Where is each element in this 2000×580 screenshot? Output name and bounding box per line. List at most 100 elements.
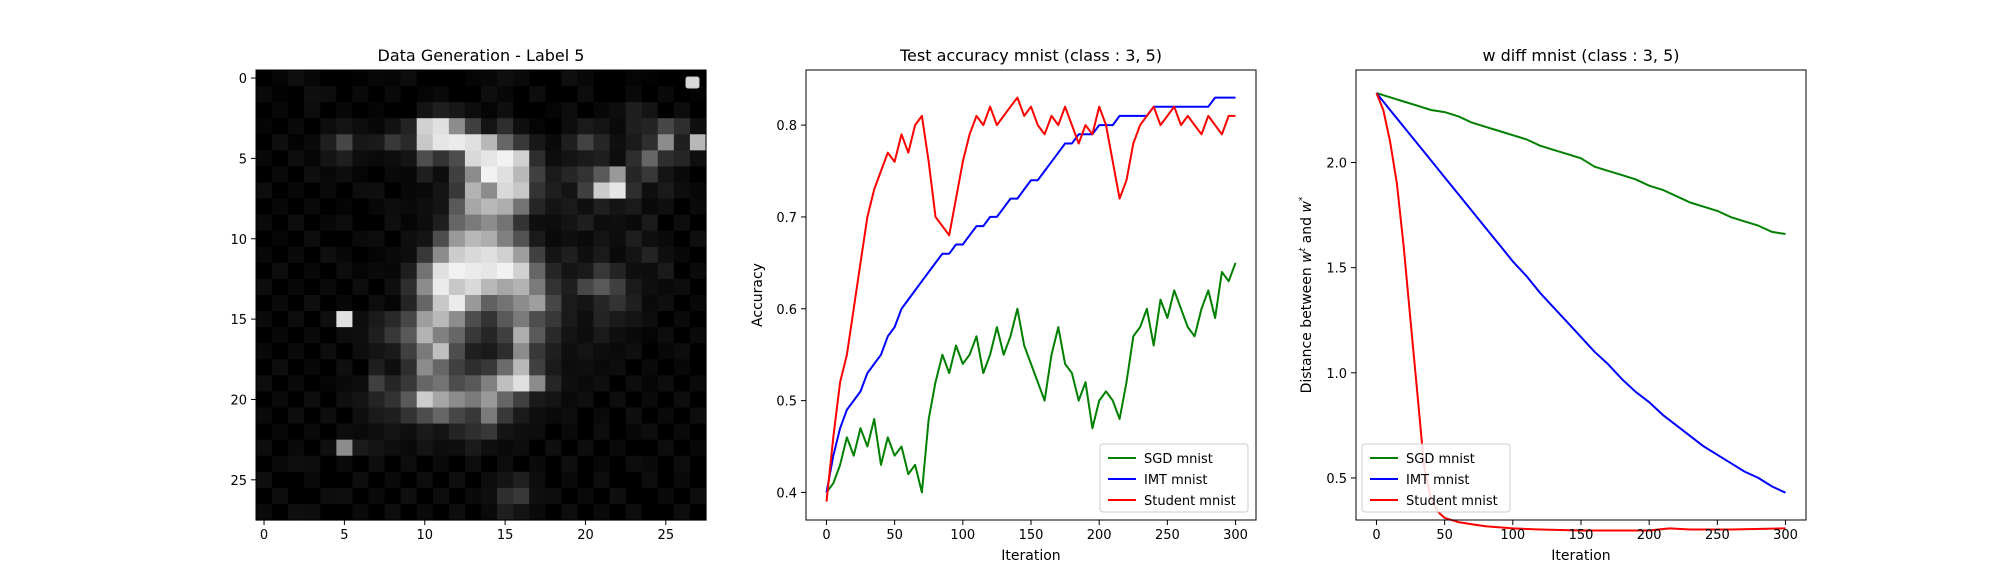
heatmap-cell (400, 471, 418, 489)
heatmap-cell (641, 70, 659, 87)
heatmap-cell (448, 102, 466, 119)
heatmap-cell (368, 407, 386, 425)
heatmap-cell (529, 407, 546, 425)
heatmap-cell (288, 311, 305, 328)
heatmap-cell (448, 118, 466, 135)
heatmap-cell (400, 182, 418, 200)
heatmap-cell (609, 198, 627, 216)
heatmap-cell (641, 214, 659, 232)
heatmap-cell (352, 230, 370, 248)
heatmap-cell (513, 134, 530, 151)
heatmap-cell (577, 166, 595, 184)
heatmap-cell (481, 327, 498, 344)
heatmap-cell (288, 118, 305, 135)
heatmap-cell (561, 118, 579, 135)
heatmap-cell (464, 327, 482, 344)
heatmap-cell (416, 214, 434, 232)
heatmap-cell (416, 150, 434, 168)
heatmap-cell (336, 471, 354, 489)
heatmap-cell (432, 439, 450, 457)
heatmap-cell (673, 198, 691, 216)
heatmap-cell (625, 295, 643, 312)
heatmap-cell (288, 295, 305, 312)
heatmap-cell (481, 246, 498, 264)
heatmap-cell (673, 327, 691, 344)
heatmap-cell (625, 471, 643, 489)
heatmap-cell (481, 407, 498, 425)
heatmap-cell (673, 359, 691, 376)
heatmap-cell (529, 198, 546, 216)
heatmap-cell (464, 407, 482, 425)
heatmap-cell (609, 150, 627, 168)
heatmap-cell (368, 102, 386, 119)
heatmap-cell (464, 278, 482, 296)
heatmap-cell (577, 118, 595, 135)
heatmap-cell (432, 359, 450, 376)
heatmap-cell (673, 182, 691, 200)
heatmap-cell (481, 343, 498, 360)
heatmap-cell (464, 214, 482, 232)
heatmap-cell (529, 455, 546, 473)
heatmap-cell (304, 262, 321, 280)
heatmap-cell (593, 471, 611, 489)
heatmap-cell (272, 166, 289, 184)
heatmap-cell (609, 423, 627, 441)
heatmap-cell (497, 503, 514, 521)
heatmap-cell (545, 166, 562, 184)
heatmap-cell (288, 471, 305, 489)
heatmap-cell (673, 262, 691, 280)
heatmap-cell (609, 391, 627, 409)
heatmap-cell (497, 471, 514, 489)
heatmap-cell (673, 102, 691, 119)
heatmap-cell (368, 214, 386, 232)
heatmap-cell (689, 407, 707, 425)
heatmap-cell (609, 262, 627, 280)
heatmap-cell (288, 214, 305, 232)
heatmap-cell (320, 134, 337, 151)
heatmap-cell (497, 487, 514, 505)
heatmap-cell (288, 375, 305, 393)
heatmap-cell (577, 391, 595, 409)
heatmap-cell (673, 487, 691, 505)
heatmap-cell (625, 423, 643, 441)
heatmap-cell (673, 455, 691, 473)
heatmap-cell (464, 86, 482, 103)
x-tick-label: 50 (1436, 528, 1453, 543)
heatmap-cell (513, 423, 530, 441)
heatmap-cell (673, 423, 691, 441)
heatmap-cell (513, 198, 530, 216)
heatmap-cell (545, 327, 562, 344)
heatmap-cell (352, 182, 370, 200)
heatmap-cell (513, 471, 530, 489)
heatmap-cell (400, 295, 418, 312)
heatmap-cell (432, 262, 450, 280)
heatmap-cell (577, 311, 595, 328)
heatmap-cell (304, 503, 321, 521)
accuracy-title: Test accuracy mnist (class : 3, 5) (899, 46, 1162, 65)
heatmap-cell (673, 471, 691, 489)
heatmap-cell (513, 246, 530, 264)
heatmap-cell (352, 166, 370, 184)
heatmap-cell (625, 503, 643, 521)
x-tick-label: 50 (886, 528, 903, 543)
heatmap-cell (432, 311, 450, 328)
heatmap-cell (657, 262, 675, 280)
heatmap-cell (545, 455, 562, 473)
heatmap-cell (625, 182, 643, 200)
heatmap-cell (673, 391, 691, 409)
heatmap-cell (384, 327, 402, 344)
heatmap-cell (481, 278, 498, 296)
heatmap-cell (577, 214, 595, 232)
heatmap-cell (481, 230, 498, 248)
wdiff-x-label: Iteration (1551, 548, 1610, 564)
heatmap-cell (304, 134, 321, 151)
heatmap-cell (448, 311, 466, 328)
heatmap-cell (464, 455, 482, 473)
heatmap-cell (561, 86, 579, 103)
heatmap-cell (593, 375, 611, 393)
heatmap-cell (673, 86, 691, 103)
heatmap-cell (529, 102, 546, 119)
heatmap-cell (529, 246, 546, 264)
heatmap-cell (689, 391, 707, 409)
heatmap-cell (641, 327, 659, 344)
